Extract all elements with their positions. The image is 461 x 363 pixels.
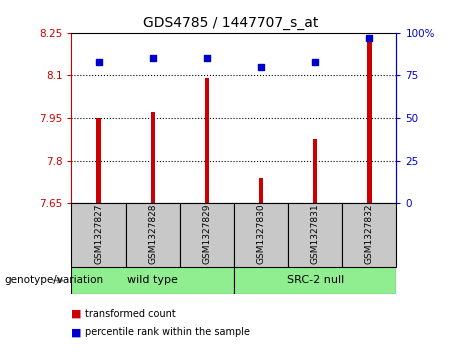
Bar xyxy=(313,139,317,203)
Text: GSM1327827: GSM1327827 xyxy=(94,204,103,264)
Bar xyxy=(367,41,372,203)
Text: transformed count: transformed count xyxy=(85,309,176,319)
Text: genotype/variation: genotype/variation xyxy=(5,276,104,285)
Text: SRC-2 null: SRC-2 null xyxy=(287,276,344,285)
Bar xyxy=(71,203,125,267)
Text: ■: ■ xyxy=(71,309,82,319)
Point xyxy=(257,64,265,70)
Text: percentile rank within the sample: percentile rank within the sample xyxy=(85,327,250,337)
Point xyxy=(95,59,102,65)
Text: wild type: wild type xyxy=(127,276,178,285)
Text: GSM1327828: GSM1327828 xyxy=(148,204,157,264)
Bar xyxy=(259,178,263,203)
Text: GDS4785 / 1447707_s_at: GDS4785 / 1447707_s_at xyxy=(143,16,318,30)
Bar xyxy=(342,203,396,267)
Bar xyxy=(151,112,155,203)
Bar xyxy=(96,118,100,203)
Point xyxy=(366,35,373,41)
Bar xyxy=(180,203,234,267)
Text: GSM1327832: GSM1327832 xyxy=(365,204,374,264)
Text: GSM1327830: GSM1327830 xyxy=(256,203,266,264)
Point xyxy=(312,59,319,65)
Bar xyxy=(288,203,342,267)
Bar xyxy=(234,267,396,294)
Point xyxy=(203,55,211,61)
Text: GSM1327829: GSM1327829 xyxy=(202,204,212,264)
Bar xyxy=(71,267,234,294)
Bar xyxy=(234,203,288,267)
Text: ■: ■ xyxy=(71,327,82,337)
Point xyxy=(149,55,156,61)
Bar xyxy=(205,78,209,203)
Bar xyxy=(125,203,180,267)
Text: GSM1327831: GSM1327831 xyxy=(311,203,320,264)
